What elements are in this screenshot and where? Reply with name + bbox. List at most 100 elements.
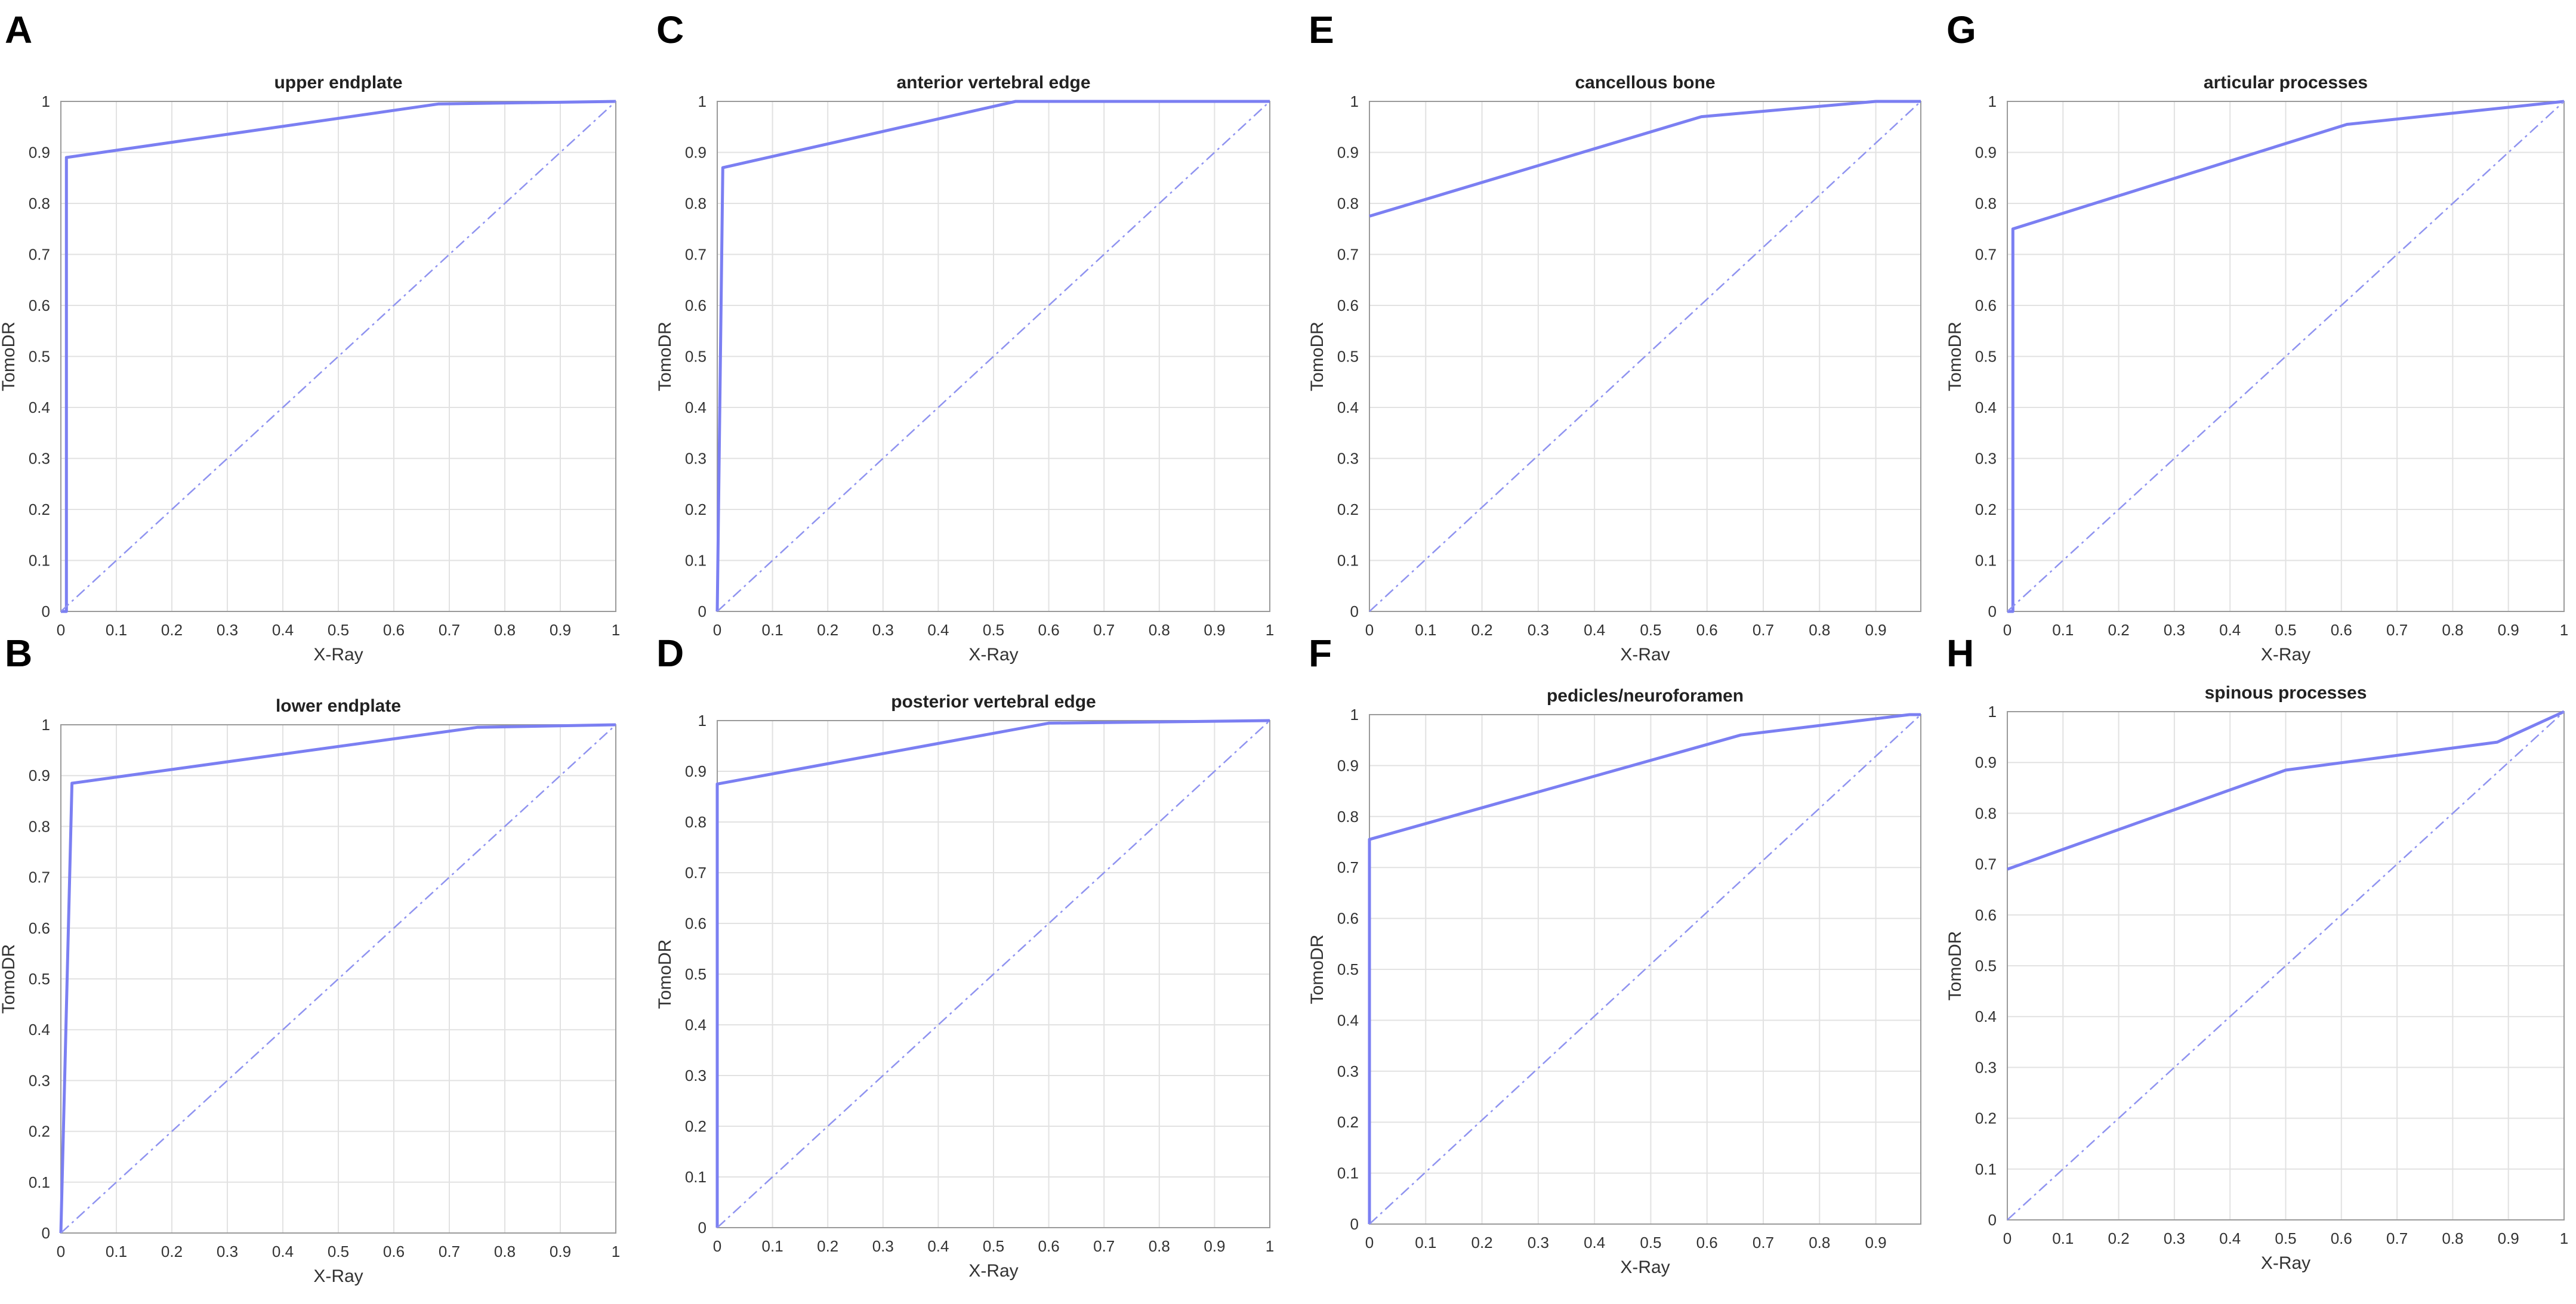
axis-frame-c (717, 101, 1270, 612)
x-tick-label: 0.1 (106, 1243, 127, 1260)
x-tick-label: 0.4 (272, 1243, 294, 1260)
chart-title: lower endplate (276, 696, 401, 716)
gridlines-g (2007, 101, 2565, 612)
y-tick-label: 1 (1988, 92, 1997, 110)
x-tick-label: 0.9 (550, 621, 571, 639)
y-tick-label: 0.6 (685, 914, 707, 932)
x-tick-label: 1 (2560, 621, 2568, 639)
x-axis-label: X-Ray (968, 1261, 1018, 1281)
x-tick-label: 0.4 (927, 621, 949, 639)
x-tick-label: 0.3 (872, 621, 894, 639)
y-tick-label: 0.1 (29, 552, 50, 570)
y-tick-label: 0 (42, 1224, 50, 1242)
y-tick-label: 0.5 (1337, 348, 1359, 366)
y-tick-label: 0.9 (29, 767, 50, 784)
y-tick-label: 0.3 (685, 450, 707, 468)
x-tick-label: 0.1 (1415, 621, 1436, 639)
y-tick-label: 0.5 (1337, 960, 1359, 978)
x-tick-label: 0.6 (1038, 621, 1060, 639)
x-tick-label: 0.7 (2386, 1229, 2408, 1247)
y-tick-label: 0.8 (1337, 194, 1359, 212)
x-tick-label: 0.7 (1753, 621, 1774, 639)
chart-panel-h: H 0 0.1 0.2 0.3 0.4 0.5 0.6 0.7 0.8 0.9 1 0 0.1 0.2 0.3… (1945, 632, 2568, 1273)
y-tick-label: 0.3 (1975, 1058, 1997, 1076)
x-tick-label: 0.3 (217, 1243, 238, 1260)
x-tick-label: 0.6 (383, 621, 405, 639)
x-tick-label: 0.7 (1093, 1237, 1115, 1255)
x-tick-label: 0.1 (106, 621, 127, 639)
x-tick-label: 0.5 (2275, 621, 2296, 639)
y-axis-label: TomoDR (0, 322, 18, 391)
y-tick-label: 0.2 (685, 1117, 707, 1135)
x-tick-label: 0.3 (1528, 621, 1549, 639)
y-tick-label: 0.4 (1337, 1011, 1359, 1029)
roc-curve-line-h (2007, 710, 2565, 871)
x-tick-label: 0.5 (328, 1243, 349, 1260)
roc-curve-line-f (1368, 713, 1921, 1224)
y-tick-label: 0.2 (1337, 1113, 1359, 1131)
axis-frame-a (60, 101, 616, 612)
y-axis-label: TomoDR (1945, 931, 1965, 1001)
y-tick-label: 1 (1988, 703, 1997, 721)
y-tick-label: 0.5 (1975, 957, 1997, 975)
y-tick-label: 0.6 (29, 296, 50, 314)
x-tick-label: 0.2 (817, 621, 838, 639)
panel-letter-g: G (1946, 8, 1976, 51)
y-tick-label: 0.9 (1337, 144, 1359, 162)
y-tick-label: 0.1 (29, 1173, 50, 1191)
y-tick-label: 0 (1350, 602, 1359, 620)
x-tick-label: 0.1 (1415, 1234, 1436, 1252)
y-tick-label: 0.4 (685, 1016, 707, 1034)
x-tick-label: 0.7 (1093, 621, 1115, 639)
y-tick-label: 0.4 (1975, 1008, 1997, 1025)
x-tick-label: 0.8 (2442, 621, 2463, 639)
x-tick-label: 0.5 (1640, 1234, 1661, 1252)
reference-diagonal-line-b (60, 724, 616, 1234)
x-tick-label: 0.6 (1696, 621, 1718, 639)
x-tick-label: 1 (2560, 1229, 2568, 1247)
y-tick-label: 1 (42, 92, 50, 110)
y-axis-label: TomoDR (655, 940, 675, 1009)
x-tick-label: 0.8 (494, 1243, 516, 1260)
y-tick-label: 0.7 (685, 864, 707, 882)
y-tick-label: 1 (42, 716, 50, 734)
x-tick-label: 0.8 (494, 621, 516, 639)
roc-curve-line-g (2007, 100, 2565, 613)
chart-title: upper endplate (274, 73, 402, 92)
x-tick-label: 0.5 (328, 621, 349, 639)
y-axis-label: TomoDR (1307, 935, 1327, 1005)
chart-panel-d: D 0 0.1 0.2 0.3 0.4 0.5 0.6 0.7 0.8 0.9 1 0 0.1 0.2 0.3… (655, 632, 1274, 1281)
reference-diagonal-line-f (1369, 714, 1921, 1225)
y-tick-label: 0.6 (29, 919, 50, 937)
chart-panel-g: G 0 0.1 0.2 0.3 0.4 0.5 0.6 0.7 0.8 0.9 1 0 0.1 0.2 0.3… (1945, 8, 2568, 665)
panel-letter-f: F (1309, 632, 1332, 675)
x-tick-label: 0.1 (2052, 621, 2074, 639)
y-tick-label: 1 (1350, 706, 1359, 724)
y-tick-label: 0.1 (1975, 1160, 1997, 1178)
y-tick-label: 0.2 (1975, 1110, 1997, 1127)
y-axis-label: TomoDR (655, 322, 675, 391)
y-axis-label: TomoDR (0, 944, 18, 1014)
y-tick-label: 0.2 (29, 500, 50, 518)
x-tick-label: 0 (2003, 621, 2012, 639)
y-tick-label: 0.6 (685, 296, 707, 314)
y-tick-label: 0.3 (1975, 450, 1997, 468)
y-tick-label: 0 (42, 602, 50, 620)
y-tick-label: 0.7 (685, 246, 707, 264)
y-tick-label: 0 (698, 1219, 707, 1237)
axis-frame-b (60, 724, 616, 1234)
x-tick-label: 0.6 (1696, 1234, 1718, 1252)
y-tick-label: 0.9 (685, 762, 707, 780)
chart-title: cancellous bone (1575, 73, 1715, 92)
x-tick-label: 1 (612, 621, 620, 639)
y-tick-label: 0.6 (1337, 910, 1359, 928)
x-tick-label: 0 (1365, 621, 1374, 639)
x-tick-label: 0.3 (217, 621, 238, 639)
y-tick-label: 0.8 (685, 194, 707, 212)
y-tick-label: 0.5 (685, 965, 707, 983)
x-tick-label: 0.4 (927, 1237, 949, 1255)
x-axis-label: X-Ray (968, 645, 1018, 665)
roc-curve-line-a (61, 100, 616, 613)
x-tick-label: 0.1 (762, 621, 783, 639)
